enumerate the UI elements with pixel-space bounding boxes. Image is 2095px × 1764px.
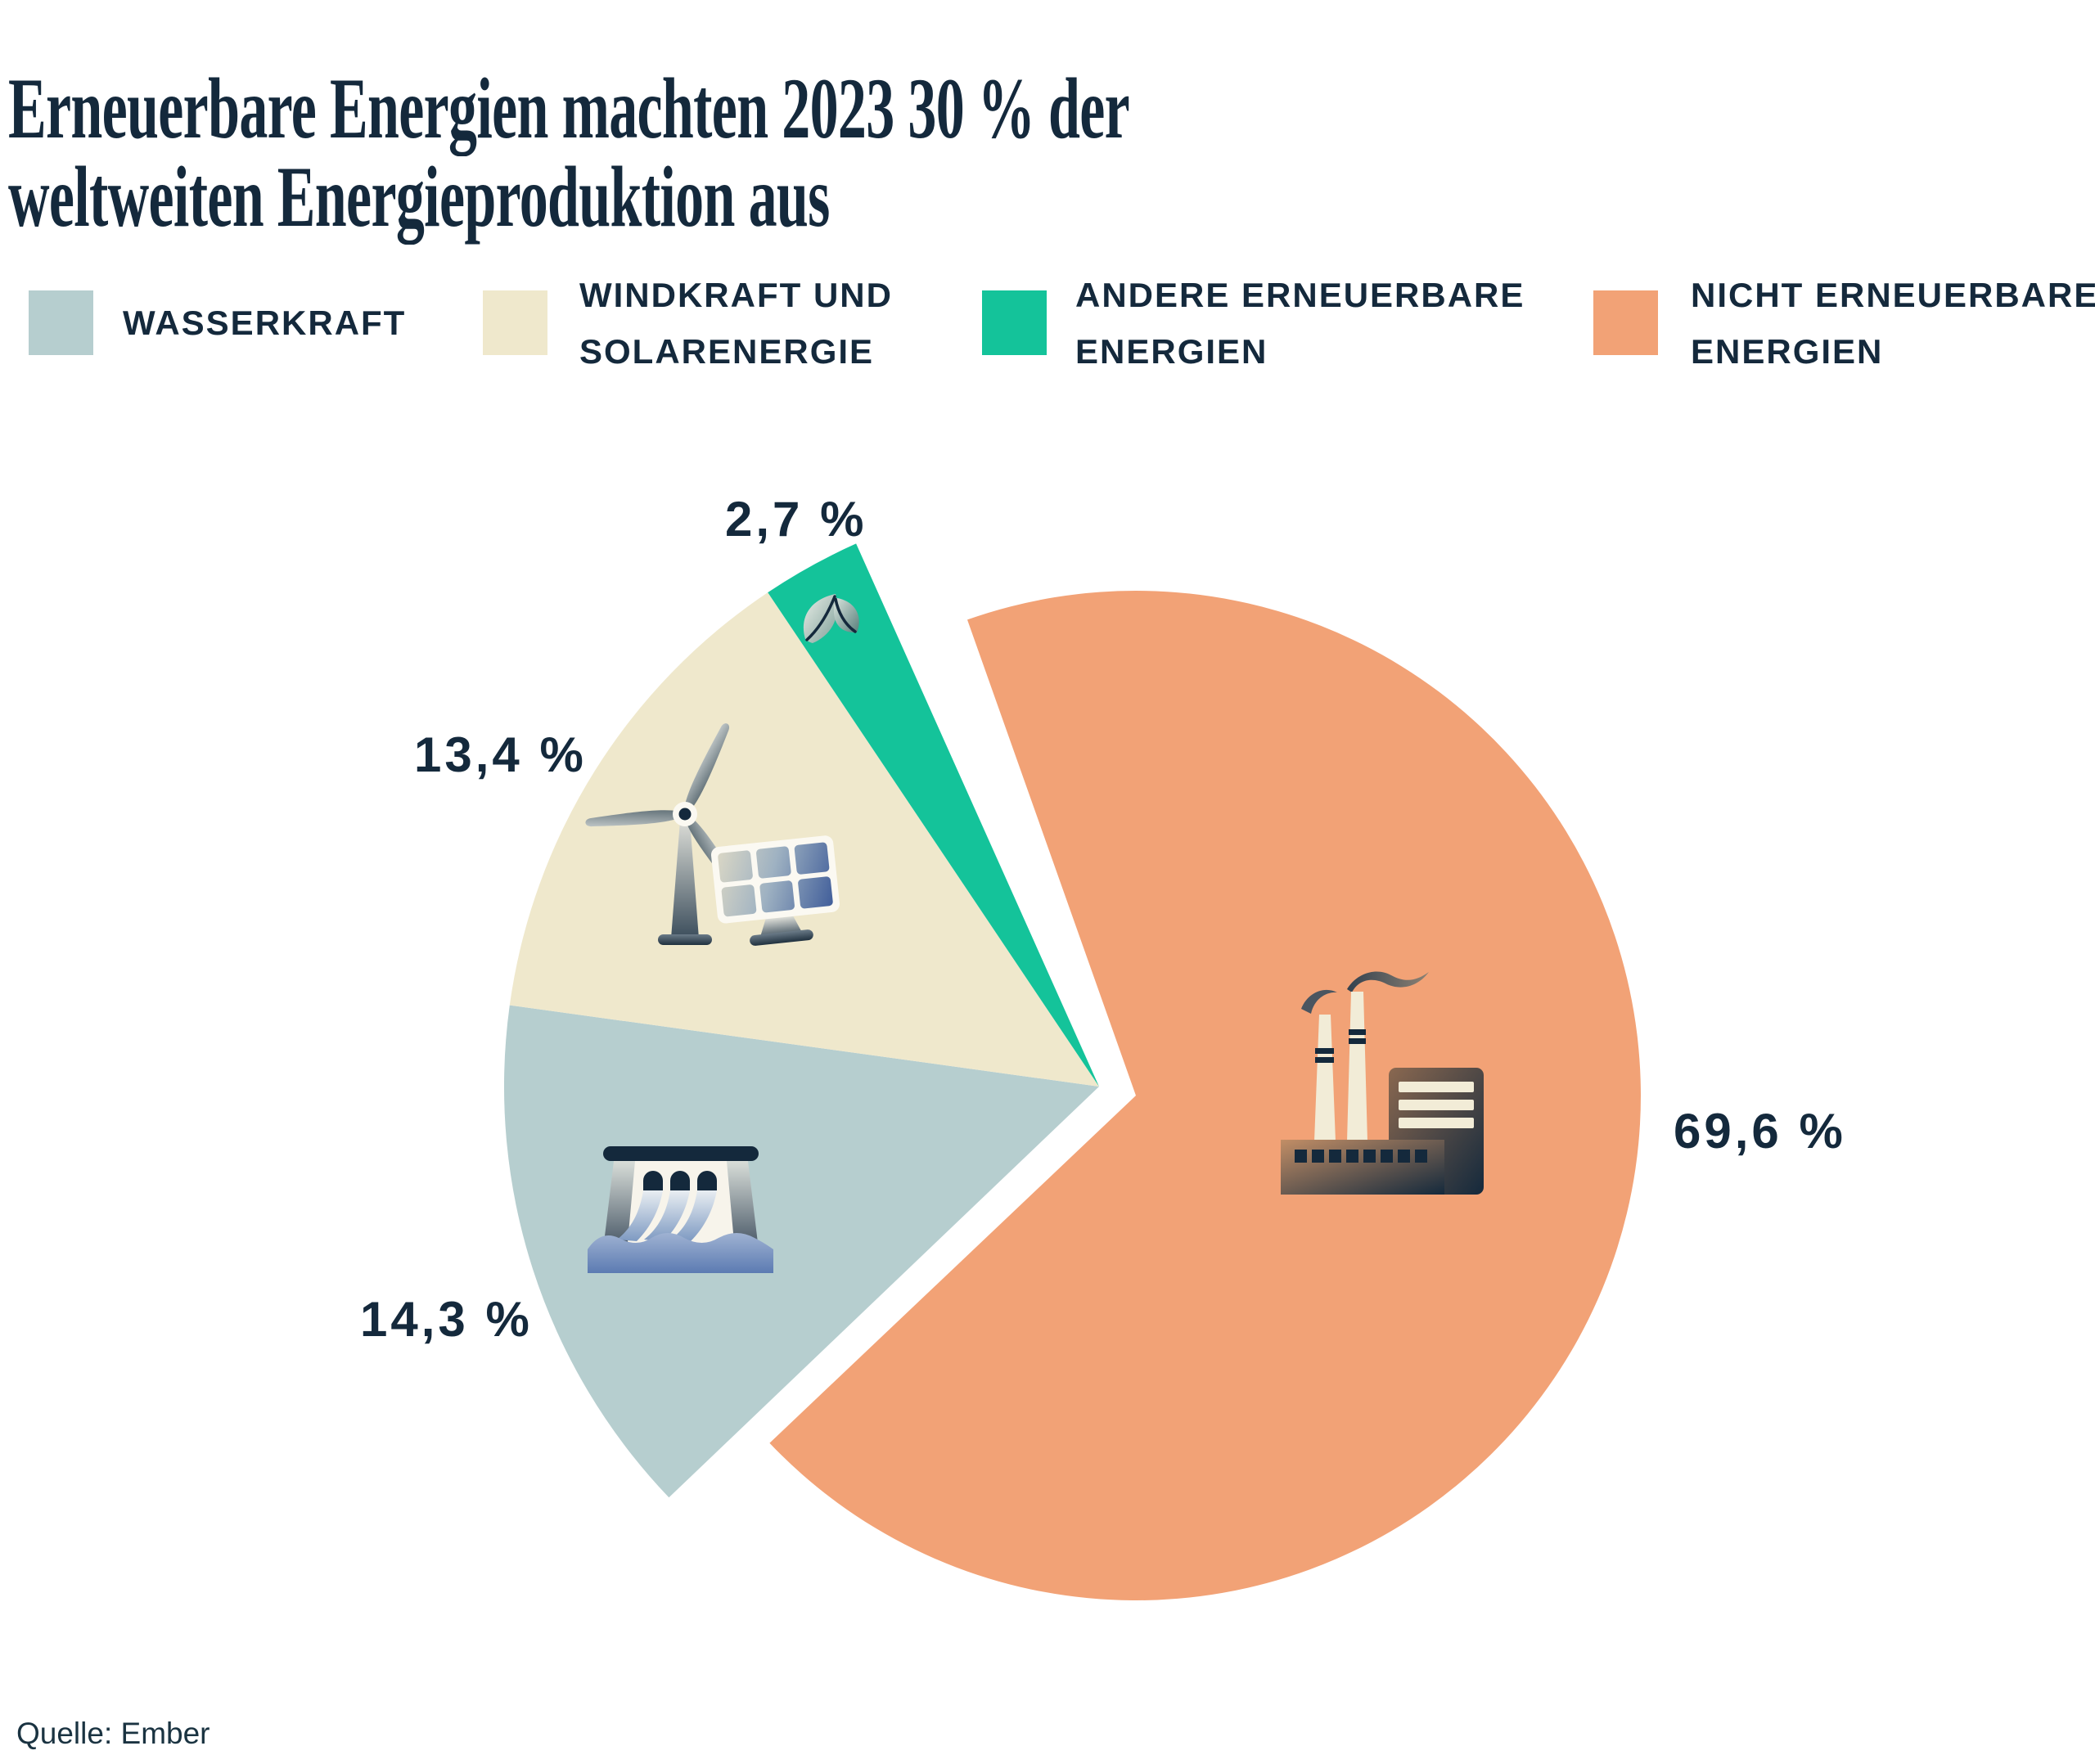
- page-title: Erneuerbare Energien machten 2023 30 % d…: [8, 65, 1707, 241]
- legend-swatch-andere-erneuerbare: [982, 290, 1047, 355]
- leaf-icon: [803, 594, 859, 643]
- legend-swatch-nicht-erneuerbare: [1593, 290, 1658, 355]
- slice-label-windkraft-solar: 13,4 %: [414, 727, 587, 782]
- title-line-2: weltweiten Energieproduktion aus: [8, 149, 830, 245]
- slice-label-wasserkraft: 14,3 %: [360, 1292, 533, 1347]
- legend-swatch-wasserkraft: [29, 290, 93, 355]
- title-line-1: Erneuerbare Energien machten 2023 30 % d…: [8, 61, 1130, 157]
- slice-label-nicht-erneuerbare: 69,6 %: [1674, 1104, 1846, 1159]
- pie-slice-wasserkraft: [503, 1005, 1099, 1498]
- legend-label-wasserkraft: WASSERKRAFT: [123, 304, 407, 342]
- slice-label-andere-erneuerbare: 2,7 %: [725, 492, 867, 547]
- pie-slice-andere-erneuerbare: [768, 543, 1099, 1087]
- legend-label-andere-erneuerbare: ANDERE ERNEUERBARE ENERGIEN: [1075, 275, 1525, 371]
- solar-panel-icon: [710, 835, 840, 946]
- pie-slice-nicht-erneuerbare: [769, 591, 1641, 1601]
- source-note: Quelle: Ember: [16, 1717, 210, 1750]
- legend-label-windkraft-solar: WINDKRAFT UND SOLARENERGIE: [579, 275, 893, 371]
- factory-icon: [1281, 971, 1484, 1195]
- legend-label-nicht-erneuerbare: NICHT ERNEUERBARE ENERGIEN: [1691, 275, 2095, 371]
- wind-turbine-icon: [584, 721, 748, 945]
- legend-swatch-windkraft-solar: [483, 290, 547, 355]
- hydro-dam-icon: [588, 1146, 773, 1273]
